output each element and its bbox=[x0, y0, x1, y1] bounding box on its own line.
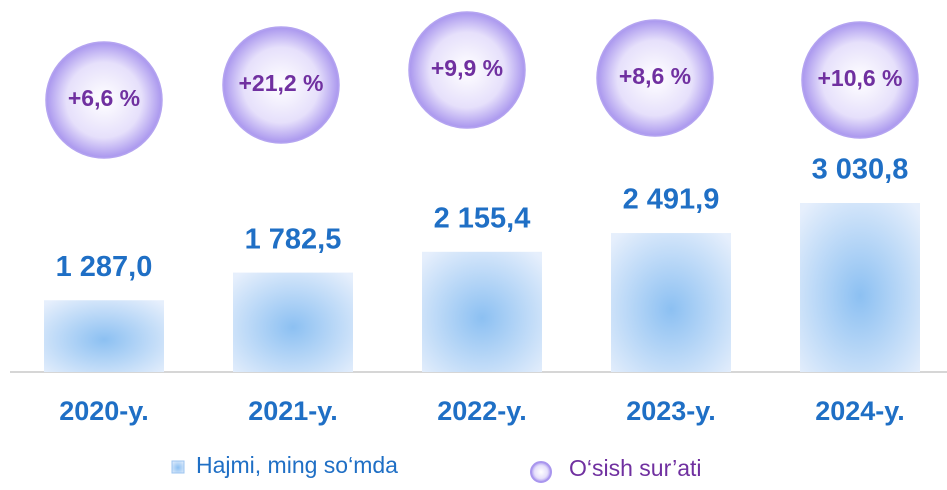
data-label: 3 030,8 bbox=[812, 154, 909, 186]
data-label: 1 782,5 bbox=[245, 223, 342, 255]
bar bbox=[800, 203, 920, 372]
legend-label: O‘sish sur’ati bbox=[569, 455, 702, 481]
growth-bubble bbox=[596, 19, 714, 137]
data-label: 1 287,0 bbox=[56, 251, 153, 283]
bar bbox=[44, 300, 164, 372]
legend-swatch bbox=[530, 461, 552, 483]
growth-label: +21,2 % bbox=[238, 70, 323, 96]
x-tick-label: 2021-y. bbox=[248, 396, 338, 426]
growth-label: +8,6 % bbox=[619, 63, 691, 89]
x-tick-label: 2020-y. bbox=[59, 396, 149, 426]
growth-bubble bbox=[801, 21, 919, 139]
bar bbox=[422, 251, 542, 372]
growth-bubble bbox=[222, 26, 340, 144]
legend-swatch bbox=[171, 460, 185, 474]
data-label: 2 155,4 bbox=[434, 202, 531, 234]
growth-bubble bbox=[45, 41, 163, 159]
growth-label: +6,6 % bbox=[68, 85, 140, 111]
x-tick-label: 2022-y. bbox=[437, 396, 527, 426]
bar bbox=[233, 272, 353, 372]
x-tick-label: 2024-y. bbox=[815, 396, 905, 426]
bar bbox=[611, 233, 731, 372]
data-label: 2 491,9 bbox=[623, 184, 720, 216]
x-tick-label: 2023-y. bbox=[626, 396, 716, 426]
growth-bubble bbox=[408, 11, 526, 129]
growth-label: +9,9 % bbox=[431, 55, 503, 81]
legend-label: Hajmi, ming so‘mda bbox=[196, 452, 398, 478]
growth-label: +10,6 % bbox=[817, 65, 902, 91]
